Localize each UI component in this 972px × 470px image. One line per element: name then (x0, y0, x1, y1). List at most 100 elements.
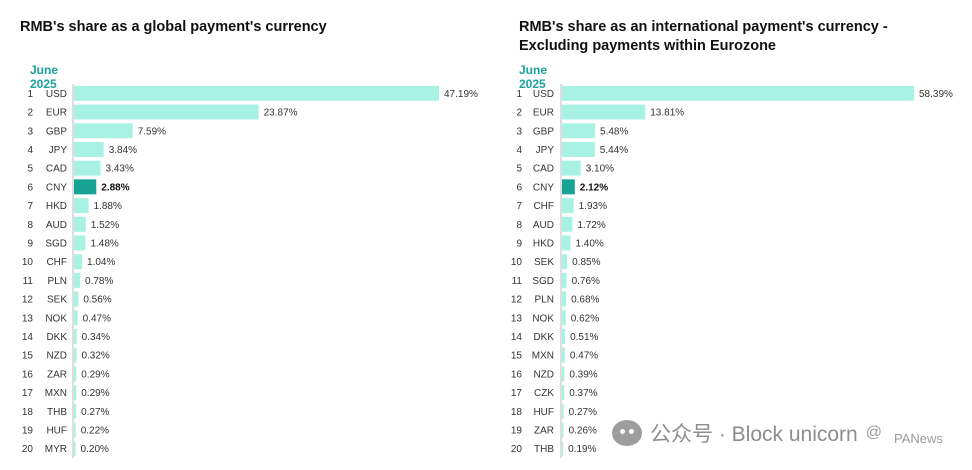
category-label: SEK (534, 257, 554, 268)
category-label: CZK (534, 388, 554, 399)
rank-label: 5 (27, 164, 33, 175)
value-label: 47.19% (444, 89, 478, 100)
rank-label: 12 (22, 295, 34, 306)
category-label: NZD (46, 351, 67, 362)
category-label: EUR (533, 108, 554, 119)
category-label: NOK (532, 313, 554, 324)
category-label: HKD (46, 201, 67, 212)
rank-label: 8 (516, 220, 522, 231)
bar-usd (74, 85, 439, 101)
rank-label: 10 (511, 257, 523, 268)
value-label: 1.48% (90, 238, 118, 249)
value-label: 0.47% (83, 313, 111, 324)
bar-hkd (562, 235, 571, 251)
rank-label: 18 (22, 407, 34, 418)
rank-label: 6 (27, 182, 33, 193)
category-label: MXN (532, 351, 554, 362)
chart-title-left: RMB's share as a global payment's curren… (20, 19, 327, 35)
rank-label: 13 (22, 313, 34, 324)
value-label: 0.20% (81, 444, 109, 455)
category-label: USD (533, 89, 554, 100)
category-label: CHF (46, 257, 67, 268)
value-label: 0.47% (570, 351, 598, 362)
bar-usd (562, 85, 914, 101)
category-label: JPY (536, 145, 555, 156)
value-label: 7.59% (138, 126, 166, 137)
category-label: ZAR (534, 425, 554, 436)
category-label: NZD (533, 369, 554, 380)
category-label: SGD (45, 238, 67, 249)
bar-dkk (562, 328, 566, 344)
value-label: 1.52% (91, 220, 119, 231)
value-label: 0.34% (82, 332, 110, 343)
category-label: CAD (533, 164, 554, 175)
chart-title-right: RMB's share as an international payment'… (519, 19, 888, 54)
category-label: DKK (46, 332, 67, 343)
rank-label: 11 (512, 276, 523, 287)
category-label: HUF (46, 425, 67, 436)
bar-aud (562, 216, 573, 232)
bar-jpy (562, 141, 595, 157)
category-label: PLN (48, 276, 67, 287)
category-label: EUR (46, 108, 67, 119)
wechat-icon (612, 420, 642, 446)
bar-thb (562, 441, 564, 457)
bar-sek (562, 254, 568, 270)
rank-label: 8 (27, 220, 33, 231)
bar-jpy (74, 141, 104, 157)
bar-myr (74, 441, 76, 457)
rank-label: 9 (27, 238, 33, 249)
bar-eur (74, 104, 259, 120)
bar-eur (562, 104, 646, 120)
value-label: 0.37% (569, 388, 597, 399)
bar-gbp (74, 123, 133, 139)
value-label: 0.85% (572, 257, 600, 268)
value-label: 0.76% (572, 276, 600, 287)
category-label: AUD (533, 220, 554, 231)
watermark-separator: @ (865, 424, 882, 441)
bar-sgd (562, 272, 567, 288)
category-label: CAD (46, 164, 67, 175)
bar-chart-international: 1 USD 58.39%2 EUR 13.81%3 GBP 5.48%4 JPY 5.44%5 C… (511, 84, 953, 458)
value-label: 0.62% (571, 313, 599, 324)
rank-label: 7 (27, 201, 33, 212)
bar-mxn (562, 347, 565, 363)
value-label: 3.43% (106, 164, 134, 175)
rank-label: 2 (27, 108, 33, 119)
rank-label: 17 (22, 388, 34, 399)
rank-label: 19 (22, 425, 34, 436)
bar-zar (562, 422, 564, 438)
category-label: CNY (533, 182, 554, 193)
category-label: HKD (533, 238, 554, 249)
category-label: THB (47, 407, 67, 418)
rank-label: 1 (516, 89, 522, 100)
bar-dkk (74, 328, 77, 344)
bar-sek (74, 291, 79, 307)
value-label: 0.51% (570, 332, 598, 343)
value-label: 5.48% (600, 126, 628, 137)
value-label: 0.22% (81, 425, 109, 436)
category-label: SEK (47, 295, 67, 306)
rank-label: 18 (511, 407, 523, 418)
bar-gbp (562, 123, 596, 139)
rank-label: 13 (511, 313, 523, 324)
value-label: 0.26% (569, 425, 597, 436)
category-label: PLN (535, 295, 554, 306)
value-label: 1.88% (94, 201, 122, 212)
bar-nok (74, 310, 78, 326)
rank-label: 12 (511, 295, 523, 306)
rank-label: 20 (511, 444, 523, 455)
category-label: USD (46, 89, 67, 100)
bar-cny (562, 179, 575, 195)
rank-label: 3 (27, 126, 33, 137)
rank-label: 14 (511, 332, 523, 343)
bar-nzd (74, 347, 77, 363)
rank-label: 4 (516, 145, 522, 156)
category-label: DKK (533, 332, 554, 343)
value-label: 1.93% (579, 201, 607, 212)
rank-label: 15 (511, 351, 523, 362)
value-label: 1.40% (575, 238, 603, 249)
category-label: ZAR (47, 369, 67, 380)
rank-label: 20 (22, 444, 34, 455)
category-label: THB (534, 444, 554, 455)
